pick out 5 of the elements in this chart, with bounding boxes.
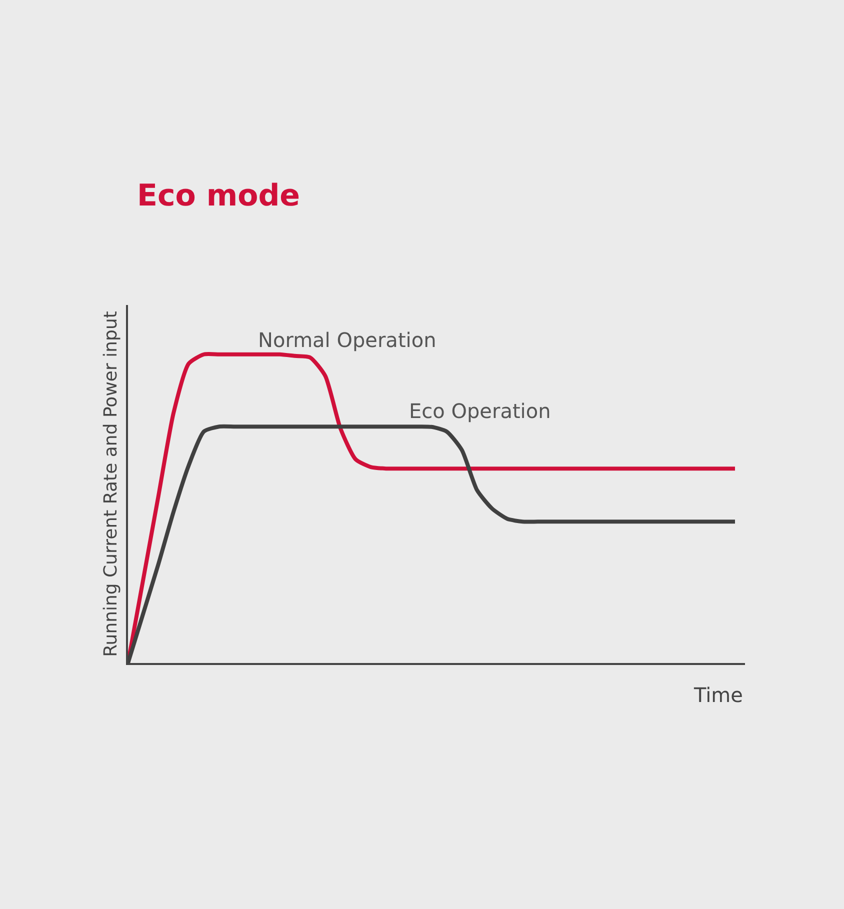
series-label: Eco Operation xyxy=(409,399,551,423)
x-axis-title: Time xyxy=(693,683,743,707)
series-label: Normal Operation xyxy=(258,328,436,352)
chart-title: Eco mode xyxy=(137,178,300,214)
y-axis-title: Running Current Rate and Power input xyxy=(100,311,122,657)
